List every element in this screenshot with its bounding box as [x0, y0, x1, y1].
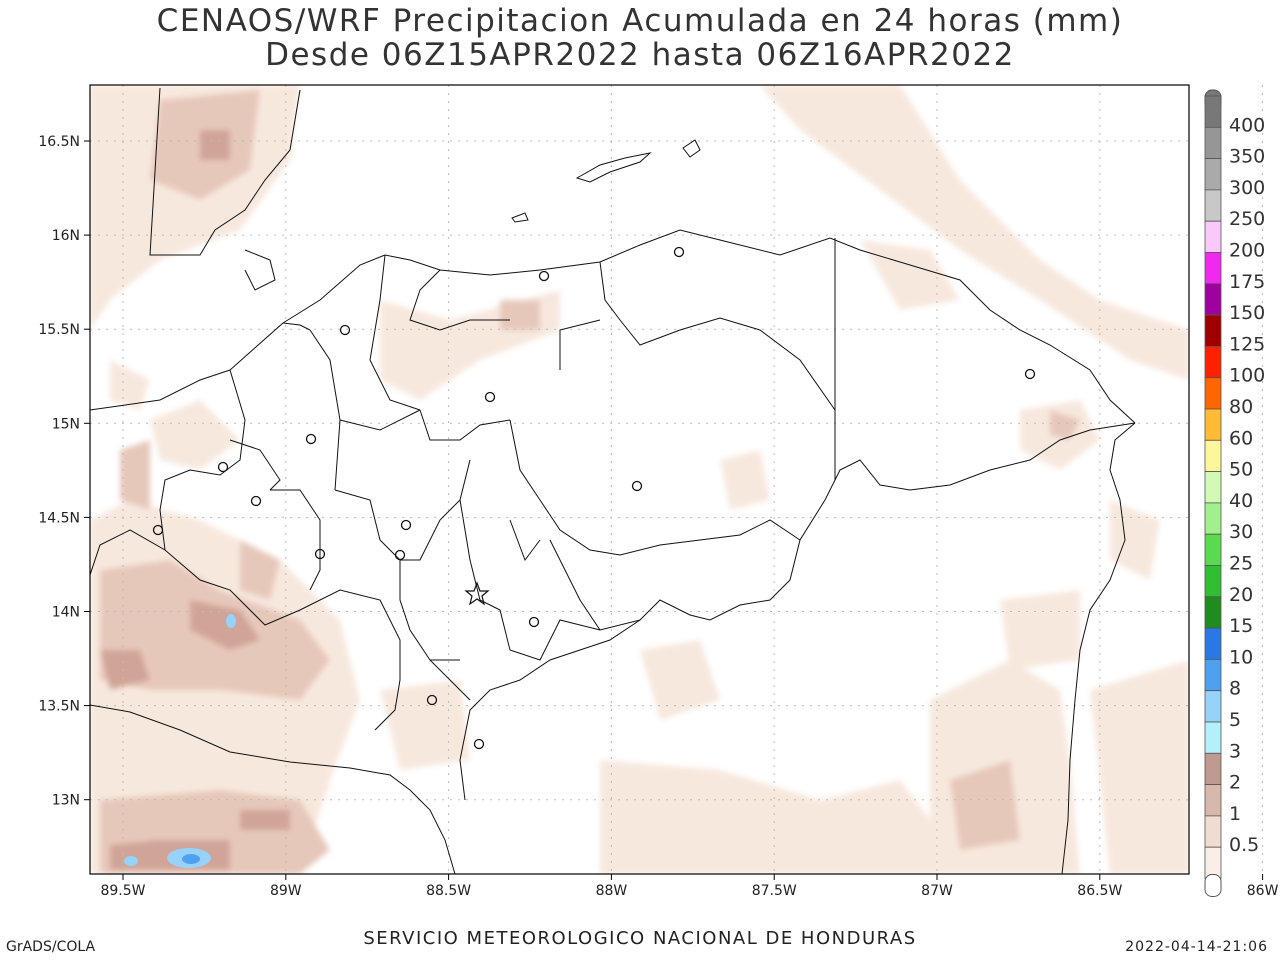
legend-label: 150: [1229, 302, 1265, 324]
legend-swatch: [1204, 659, 1222, 692]
legend-swatch: [1204, 690, 1222, 723]
legend-swatch: [1204, 189, 1222, 222]
legend-swatch: [1204, 752, 1222, 785]
legend-label: 200: [1229, 240, 1265, 262]
lat-tick-label: 13.5N: [38, 699, 80, 715]
legend-swatch: [1204, 408, 1222, 441]
legend-swatch: [1204, 95, 1222, 128]
capital-star-icon: [464, 581, 490, 606]
legend-swatch: [1204, 627, 1222, 660]
borders: [90, 87, 1136, 874]
legend-label: 2: [1229, 772, 1241, 794]
lon-tick-label: 89W: [270, 883, 302, 899]
legend-label: 40: [1229, 490, 1253, 512]
legend-cap-bottom: [1204, 874, 1222, 897]
legend-swatch: [1204, 784, 1222, 817]
lat-tick-label: 13N: [52, 793, 80, 809]
graticule: [90, 85, 1264, 874]
legend-label: 20: [1229, 584, 1253, 606]
legend-label: 100: [1229, 365, 1265, 387]
precip-peaks: [124, 614, 236, 868]
legend-label: 50: [1229, 459, 1253, 481]
lon-tick-label: 86.5W: [1077, 883, 1122, 899]
city-markers: [152, 246, 1036, 750]
lon-tick-label: 89.5W: [100, 883, 145, 899]
lon-tick-label: 87W: [921, 883, 953, 899]
map-frame: [89, 84, 1190, 875]
legend-swatch: [1204, 846, 1222, 879]
legend-swatch: [1204, 565, 1222, 598]
precip-shading: [90, 85, 1189, 874]
lon-tick-label: 88.5W: [426, 883, 471, 899]
lat-tick-label: 14N: [52, 605, 80, 621]
legend-swatch: [1204, 377, 1222, 410]
software-credit: GrADS/COLA: [6, 939, 96, 955]
map-subtitle: Desde 06Z15APR2022 hasta 06Z16APR2022: [265, 37, 1015, 73]
legend-label: 25: [1229, 553, 1253, 575]
legend-label: 300: [1229, 177, 1265, 199]
legend-swatch: [1204, 220, 1222, 253]
map-title: CENAOS/WRF Precipitacion Acumulada en 24…: [156, 3, 1124, 39]
legend-label: 3: [1229, 740, 1241, 762]
legend-label: 10: [1229, 646, 1253, 668]
legend-label: 350: [1229, 146, 1265, 168]
legend-swatch: [1204, 126, 1222, 160]
legend-label: 1: [1229, 803, 1241, 825]
lat-tick-label: 15N: [52, 416, 80, 432]
legend-label: 5: [1229, 709, 1241, 731]
lat-tick-label: 16.5N: [38, 134, 80, 150]
legend-swatch: [1204, 158, 1222, 191]
legend-swatch: [1204, 533, 1222, 566]
lon-tick-label: 86W: [1247, 883, 1279, 899]
legend-swatch: [1204, 471, 1222, 504]
legend-swatch: [1204, 314, 1222, 347]
legend-swatch: [1204, 439, 1222, 472]
bay-islands: [511, 139, 701, 223]
lat-tick-label: 15.5N: [38, 322, 80, 338]
legend-swatch: [1204, 815, 1222, 848]
legend-label: 0.5: [1229, 834, 1259, 856]
agency-name: SERVICIO METEOROLOGICO NACIONAL DE HONDU…: [363, 928, 917, 949]
legend-swatch: [1204, 596, 1222, 629]
legend-swatch: [1204, 721, 1222, 754]
generation-timestamp: 2022-04-14-21:06: [1125, 939, 1268, 955]
legend-label: 125: [1229, 333, 1265, 355]
legend-label: 8: [1229, 678, 1241, 700]
lon-tick-label: 88W: [596, 883, 628, 899]
longitude-axis: 89.5W89W88.5W88W87.5W87W86.5W86W85.5W85W…: [100, 874, 1279, 899]
legend-swatch: [1204, 345, 1222, 379]
legend-label: 175: [1229, 271, 1265, 293]
lon-tick-label: 87.5W: [752, 883, 797, 899]
precip-legend: 4003503002502001751501251008060504030252…: [1204, 89, 1265, 897]
legend-label: 60: [1229, 427, 1253, 449]
latitude-axis: 16.5N 16N 15.5N 15N 14.5N 14N 13.5N 13N: [38, 134, 90, 809]
legend-label: 30: [1229, 521, 1253, 543]
legend-swatch: [1204, 502, 1222, 535]
legend-label: 250: [1229, 208, 1265, 230]
lat-tick-label: 16N: [52, 228, 80, 244]
legend-label: 80: [1229, 396, 1253, 418]
legend-label: 15: [1229, 615, 1253, 637]
legend-swatch: [1204, 283, 1222, 316]
legend-label: 400: [1229, 114, 1265, 136]
lat-tick-label: 14.5N: [38, 510, 80, 526]
legend-swatch: [1204, 252, 1222, 285]
